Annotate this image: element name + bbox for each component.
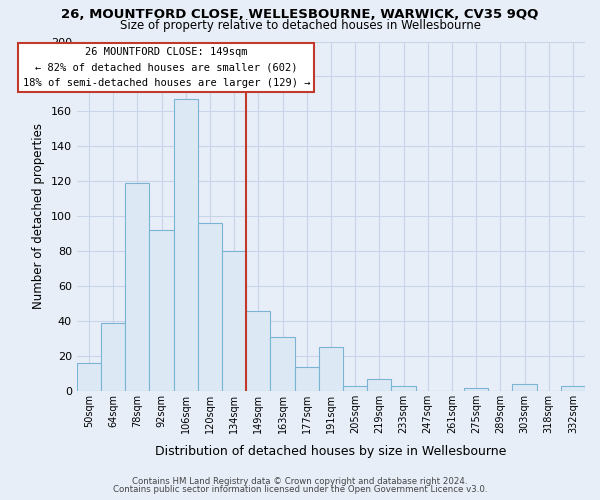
X-axis label: Distribution of detached houses by size in Wellesbourne: Distribution of detached houses by size … bbox=[155, 444, 506, 458]
Bar bbox=[512, 384, 536, 391]
Text: Contains public sector information licensed under the Open Government Licence v3: Contains public sector information licen… bbox=[113, 485, 487, 494]
Bar bbox=[319, 348, 343, 391]
Bar bbox=[149, 230, 173, 391]
Bar bbox=[222, 252, 246, 391]
Bar bbox=[391, 386, 416, 391]
Bar bbox=[77, 363, 101, 391]
Bar bbox=[246, 310, 271, 391]
Bar bbox=[101, 323, 125, 391]
Bar bbox=[295, 366, 319, 391]
Text: Contains HM Land Registry data © Crown copyright and database right 2024.: Contains HM Land Registry data © Crown c… bbox=[132, 477, 468, 486]
Bar bbox=[343, 386, 367, 391]
Bar bbox=[464, 388, 488, 391]
Y-axis label: Number of detached properties: Number of detached properties bbox=[32, 124, 45, 310]
Text: 26 MOUNTFORD CLOSE: 149sqm
← 82% of detached houses are smaller (602)
18% of sem: 26 MOUNTFORD CLOSE: 149sqm ← 82% of deta… bbox=[23, 46, 310, 88]
Bar bbox=[367, 379, 391, 391]
Bar bbox=[271, 337, 295, 391]
Bar bbox=[125, 183, 149, 391]
Text: Size of property relative to detached houses in Wellesbourne: Size of property relative to detached ho… bbox=[119, 18, 481, 32]
Bar bbox=[198, 224, 222, 391]
Bar bbox=[173, 99, 198, 391]
Bar bbox=[561, 386, 585, 391]
Text: 26, MOUNTFORD CLOSE, WELLESBOURNE, WARWICK, CV35 9QQ: 26, MOUNTFORD CLOSE, WELLESBOURNE, WARWI… bbox=[61, 8, 539, 20]
